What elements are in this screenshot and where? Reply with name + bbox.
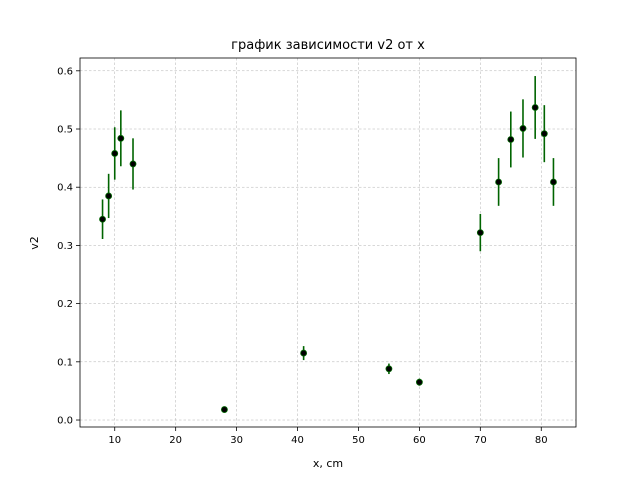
data-point <box>531 104 539 111</box>
data-point <box>221 406 228 413</box>
y-axis-label: v2 <box>28 236 41 250</box>
data-point <box>476 229 484 237</box>
data-point <box>540 130 548 138</box>
x-tick-label: 40 <box>291 435 304 446</box>
data-point <box>416 378 423 386</box>
y-tick-label: 0.1 <box>57 357 73 368</box>
plot-frame <box>79 57 577 428</box>
chart-title: график зависимости v2 от x <box>231 38 425 53</box>
data-point <box>99 215 106 223</box>
x-tick-label: 60 <box>413 435 426 446</box>
x-axis-label: x, cm <box>313 457 343 470</box>
grid <box>80 58 576 427</box>
x-tick-label: 20 <box>169 435 182 446</box>
y-tick-label: 0.0 <box>57 416 73 427</box>
data-point <box>117 134 125 142</box>
data-point <box>519 125 527 132</box>
x-tick-label: 10 <box>108 435 121 446</box>
y-ticks: 0.0 0.1 0.2 0.3 0.4 0.5 0.6 <box>57 66 80 427</box>
data-point <box>111 150 119 157</box>
x-tick-label: 70 <box>474 435 487 446</box>
x-tick-label: 80 <box>535 435 548 446</box>
y-tick-label: 0.3 <box>57 241 73 252</box>
x-tick-label: 50 <box>352 435 365 446</box>
data-point <box>495 178 503 186</box>
data-point <box>129 160 137 168</box>
y-tick-label: 0.4 <box>57 183 73 194</box>
data-point <box>105 192 113 200</box>
y-tick-label: 0.5 <box>57 125 73 136</box>
x-ticks: 10 20 30 40 50 60 70 80 <box>108 427 548 446</box>
y-tick-label: 0.6 <box>57 66 73 77</box>
data-point <box>300 349 308 357</box>
data-point <box>507 136 515 143</box>
data-point <box>385 365 393 373</box>
data-points <box>99 104 557 413</box>
x-tick-label: 30 <box>230 435 243 446</box>
y-tick-label: 0.2 <box>57 299 73 310</box>
data-point <box>550 178 557 186</box>
